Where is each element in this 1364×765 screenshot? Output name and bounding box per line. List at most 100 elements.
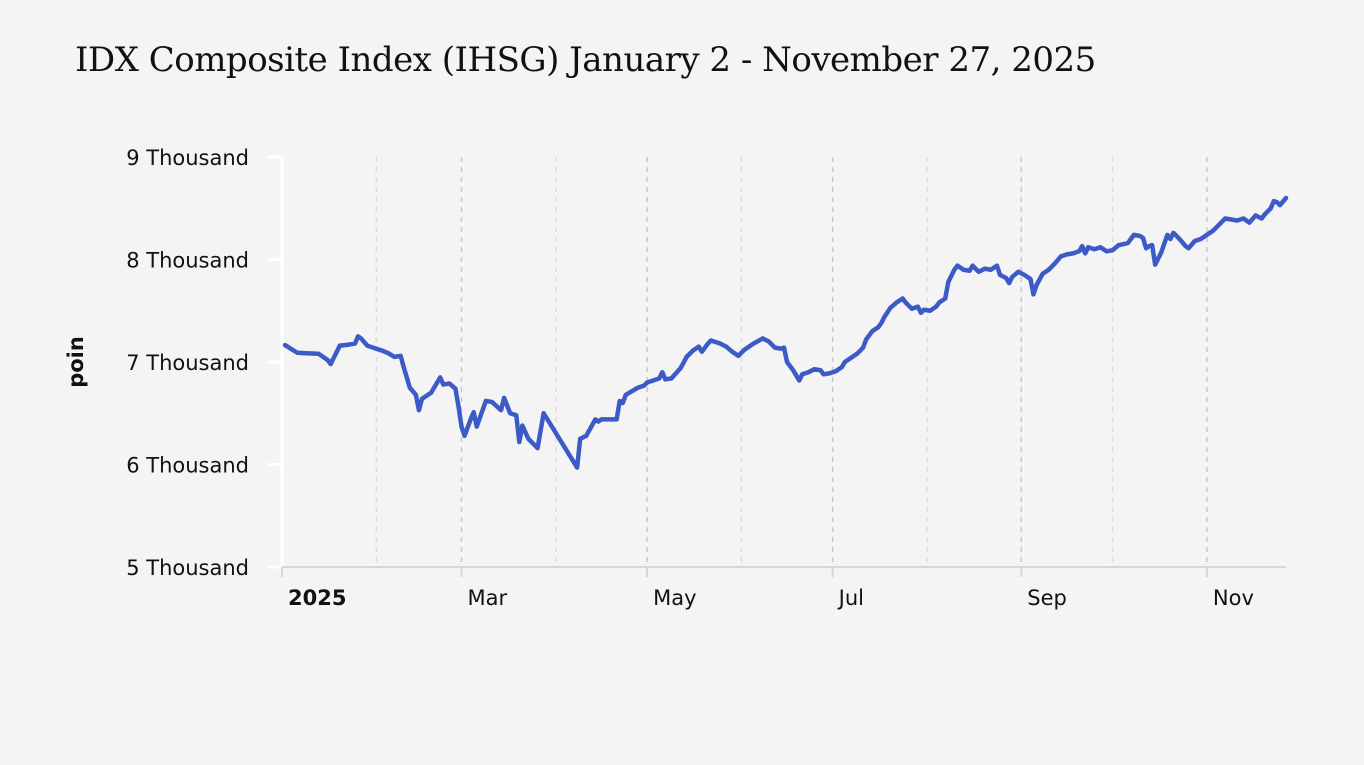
data-point [879, 321, 884, 326]
x-tick-label: Sep [1027, 586, 1067, 610]
data-point [635, 385, 640, 390]
data-point [1080, 244, 1085, 249]
data-point [678, 366, 683, 371]
data-point [413, 392, 418, 397]
y-tick-label: 8 Thousand [126, 249, 249, 273]
data-point [946, 280, 951, 285]
data-point [535, 446, 540, 451]
data-point [772, 345, 777, 350]
data-point [888, 305, 893, 310]
data-point [645, 380, 650, 385]
data-point [821, 372, 826, 377]
data-point [730, 349, 735, 354]
data-point [1077, 249, 1082, 254]
data-point [943, 296, 948, 301]
data-point [1235, 218, 1240, 223]
data-point [1192, 239, 1197, 244]
data-point [909, 306, 914, 311]
data-point [1086, 245, 1091, 250]
data-point [1229, 217, 1234, 222]
data-point [365, 343, 370, 348]
data-point [623, 392, 628, 397]
data-point [453, 386, 458, 391]
data-point [1116, 243, 1121, 248]
data-point [620, 401, 625, 405]
data-point [541, 411, 546, 416]
data-point [459, 424, 464, 429]
data-point [316, 351, 321, 356]
x-tick-label: 2025 [288, 586, 346, 610]
data-point [988, 267, 993, 272]
data-point [1052, 261, 1057, 266]
data-point [584, 433, 589, 438]
data-point [882, 314, 887, 319]
data-point [1040, 271, 1045, 276]
data-point [903, 300, 908, 305]
data-point [806, 370, 811, 375]
data-point [1183, 244, 1188, 249]
data-point [1259, 216, 1264, 221]
data-point [471, 410, 476, 415]
data-point [921, 307, 926, 312]
data-point [526, 436, 531, 441]
data-point [894, 300, 899, 305]
data-point [1104, 249, 1109, 254]
data-point [1010, 274, 1015, 279]
data-point [599, 417, 604, 422]
data-point [864, 337, 869, 342]
data-point [751, 341, 756, 346]
data-point [359, 336, 364, 341]
data-point [684, 354, 689, 359]
y-tick-label: 5 Thousand [126, 556, 249, 580]
data-point [760, 336, 765, 341]
data-point [1277, 203, 1282, 208]
data-point [356, 334, 361, 339]
data-point [839, 365, 844, 370]
data-point [508, 411, 513, 416]
data-point [468, 417, 473, 422]
data-point [1031, 292, 1036, 297]
data-point [1198, 237, 1203, 241]
data-point [435, 380, 440, 385]
data-point [1247, 220, 1252, 225]
data-point [736, 353, 741, 358]
data-point [578, 436, 583, 441]
data-point [1274, 200, 1279, 205]
data-point [429, 390, 434, 395]
data-point [304, 351, 309, 356]
data-point [474, 424, 479, 429]
data-point [1171, 230, 1176, 235]
data-point [833, 369, 838, 374]
data-point [1268, 206, 1273, 211]
data-point [1165, 232, 1170, 237]
data-point [1150, 243, 1155, 248]
data-point [708, 338, 713, 343]
data-point [419, 396, 424, 401]
data-point [690, 348, 695, 353]
data-point [1092, 247, 1097, 252]
data-point [642, 383, 647, 388]
data-point [976, 269, 981, 274]
data-point [994, 263, 999, 268]
data-point [517, 439, 522, 444]
y-tick-label: 9 Thousand [126, 146, 249, 170]
data-point [386, 351, 391, 356]
data-point [861, 345, 866, 350]
data-point [1253, 213, 1258, 218]
gridlines [375, 157, 1208, 567]
data-point [669, 376, 674, 381]
data-point [827, 371, 832, 376]
data-point [1177, 237, 1182, 241]
data-point [1028, 276, 1033, 281]
y-tick-label: 6 Thousand [126, 454, 249, 478]
data-point [438, 375, 443, 380]
data-point [724, 344, 729, 349]
data-point [855, 351, 860, 356]
data-point [1131, 232, 1136, 237]
data-point [1007, 281, 1012, 286]
data-point [514, 413, 519, 418]
data-point [1098, 245, 1103, 250]
data-point [961, 267, 966, 272]
data-point [915, 304, 920, 309]
